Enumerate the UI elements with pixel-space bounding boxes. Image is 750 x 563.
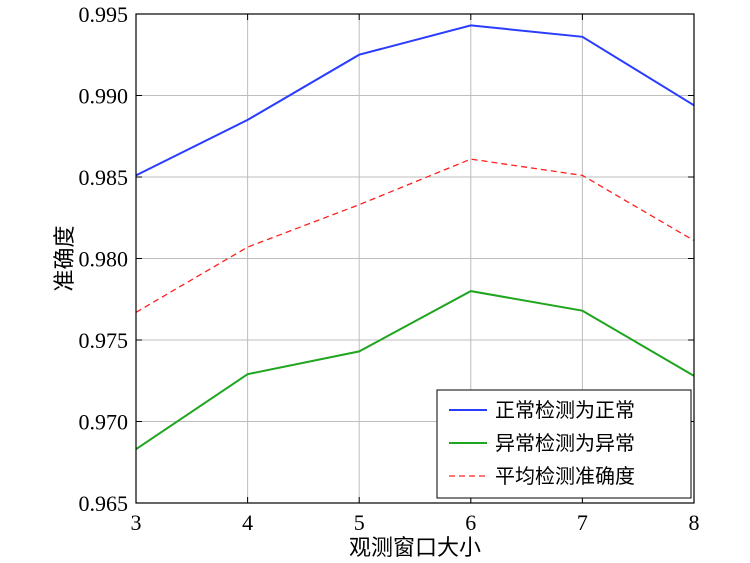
y-tick-label: 0.980 <box>79 247 129 272</box>
y-tick-label: 0.985 <box>79 165 129 190</box>
axis-ticks: 3 4 5 6 7 8 0.965 0.970 0.975 0.980 0.985 0.990 0.99… <box>79 2 700 535</box>
series-line-2 <box>135 158 695 313</box>
x-tick-label: 3 <box>131 510 142 535</box>
x-tick-label: 8 <box>689 510 700 535</box>
series-line-0 <box>135 24 695 177</box>
y-axis-label: 准确度 <box>52 225 77 291</box>
x-axis-label: 观测窗口大小 <box>349 535 481 560</box>
y-tick-label: 0.995 <box>79 2 129 27</box>
x-tick-label: 4 <box>242 510 253 535</box>
legend-label-1: 异常检测为异常 <box>495 432 635 455</box>
y-tick-label: 0.975 <box>79 328 129 353</box>
legend-label-0: 正常检测为正常 <box>495 399 635 422</box>
legend-label-2: 平均检测准确度 <box>495 465 635 488</box>
series-group <box>135 24 695 451</box>
grid <box>136 14 694 503</box>
x-tick-label: 5 <box>354 510 365 535</box>
y-tick-label: 0.970 <box>79 410 129 435</box>
x-tick-label: 6 <box>465 510 476 535</box>
y-tick-label: 0.990 <box>79 84 129 109</box>
series-line-1 <box>135 290 695 451</box>
y-tick-label: 0.965 <box>79 491 129 516</box>
x-tick-label: 7 <box>577 510 588 535</box>
